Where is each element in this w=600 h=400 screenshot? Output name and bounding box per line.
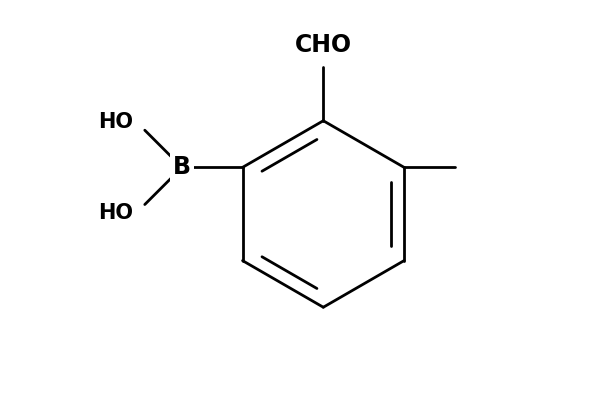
- Text: HO: HO: [98, 112, 134, 132]
- Text: CHO: CHO: [295, 33, 352, 57]
- Text: HO: HO: [98, 203, 134, 223]
- Text: B: B: [173, 155, 191, 179]
